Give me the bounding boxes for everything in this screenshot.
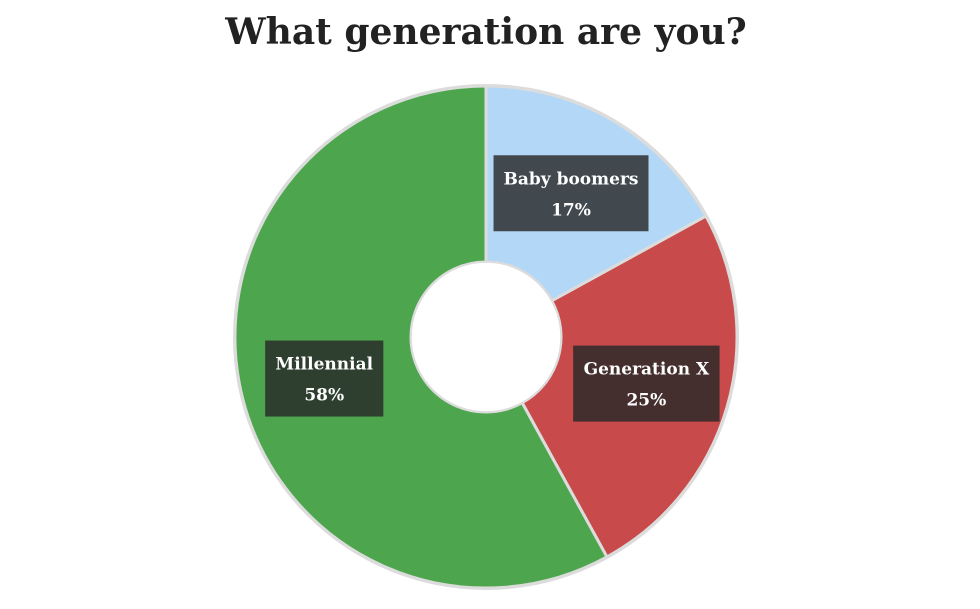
slice-label: Millennial 58% bbox=[265, 340, 384, 417]
label-box bbox=[573, 345, 720, 422]
label-box bbox=[265, 340, 384, 417]
category-label: Generation X bbox=[584, 360, 710, 380]
chart-title: What generation are you? bbox=[224, 11, 747, 53]
label-box bbox=[493, 155, 649, 232]
value-label: 58% bbox=[304, 386, 344, 406]
value-label: 25% bbox=[626, 391, 666, 411]
donut-hole bbox=[410, 261, 562, 413]
slice-label: Baby boomers 17% bbox=[493, 155, 649, 232]
category-label: Millennial bbox=[275, 355, 373, 375]
category-label: Baby boomers bbox=[504, 169, 639, 189]
slice-label: Generation X 25% bbox=[573, 345, 720, 422]
value-label: 17% bbox=[551, 200, 591, 220]
